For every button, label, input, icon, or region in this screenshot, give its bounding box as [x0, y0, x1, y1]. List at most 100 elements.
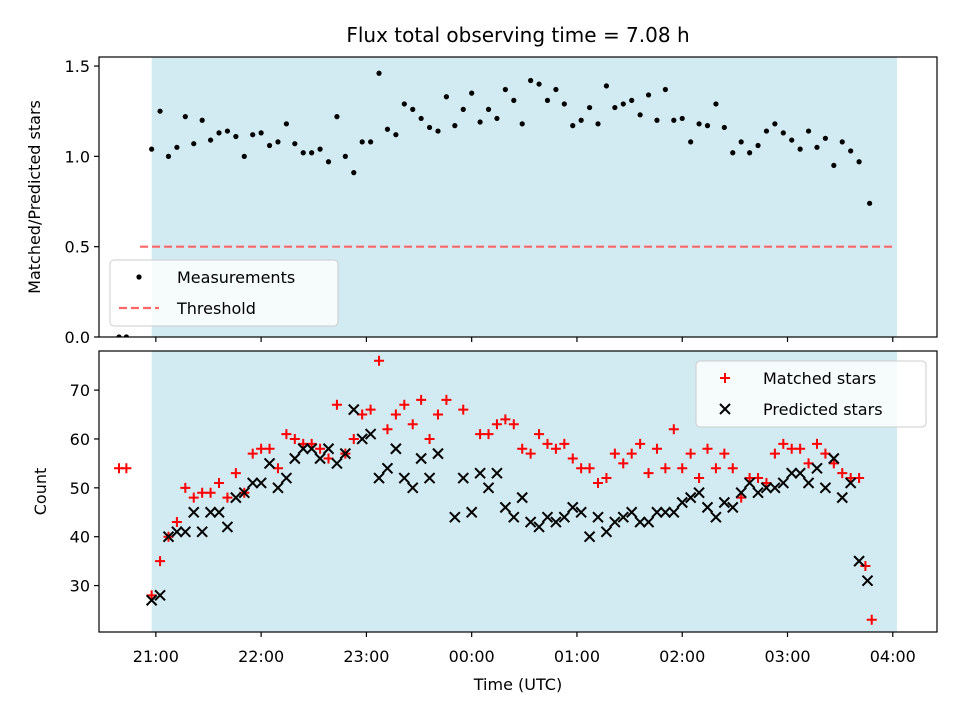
predicted-star-point — [752, 487, 764, 499]
matched-star-point — [256, 443, 267, 454]
predicted-star-point — [642, 516, 655, 528]
measurement-point — [207, 137, 214, 143]
matched-star-point — [702, 443, 713, 454]
measurement-point — [233, 133, 239, 140]
predicted-star-point — [693, 487, 705, 499]
matched-star-point — [635, 438, 646, 449]
legend-box — [695, 360, 927, 428]
measurement-point — [485, 106, 492, 112]
predicted-star-point — [213, 506, 225, 518]
measurement-point — [772, 121, 778, 127]
measurement-point — [839, 139, 845, 145]
predicted-star-point — [583, 530, 596, 543]
predicted-star-point — [432, 447, 444, 460]
matched-star-point — [399, 399, 410, 410]
measurement-point — [494, 115, 500, 122]
measurement-point — [460, 106, 466, 112]
predicted-star-point — [305, 443, 318, 455]
legend-label: Predicted stars — [763, 400, 883, 419]
predicted-star-point — [727, 501, 739, 514]
predicted-star-point — [786, 467, 798, 479]
matched-star-point — [222, 492, 233, 503]
measurement-point — [704, 123, 711, 129]
chart-title: Flux total observing time = 7.08 h — [346, 23, 689, 47]
predicted-star-point — [474, 467, 486, 479]
matched-star-point — [180, 482, 191, 493]
measurement-point — [116, 334, 122, 337]
measurement-point — [536, 81, 542, 87]
predicted-star-point — [272, 482, 284, 494]
measurement-point — [570, 123, 576, 129]
predicted-star-point — [651, 506, 663, 518]
predicted-star-point — [179, 526, 192, 538]
y-tick-label: 1.5 — [65, 57, 90, 76]
x-tick-label: 03:00 — [764, 647, 810, 666]
predicted-star-point — [533, 521, 545, 533]
predicted-star-point — [684, 491, 697, 504]
measurement-point — [502, 86, 508, 93]
x-axis-label: Time (UTC) — [473, 675, 562, 694]
matched-star-point — [593, 477, 604, 488]
measurement-point — [730, 150, 736, 156]
predicted-star-point — [263, 457, 276, 470]
measurement-point — [359, 139, 365, 145]
measurement-point — [477, 119, 483, 125]
measurement-point — [679, 115, 685, 122]
matched-star-point — [508, 419, 519, 430]
predicted-star-point — [162, 530, 175, 543]
predicted-star-point — [171, 526, 183, 538]
measurement-point — [789, 137, 795, 143]
matched-star-point — [719, 448, 730, 459]
matched-star-point — [432, 409, 443, 420]
predicted-star-point — [331, 457, 343, 470]
measurement-point — [671, 117, 677, 123]
predicted-star-point — [339, 447, 352, 460]
measurement-point — [662, 86, 668, 93]
matched-star-point — [559, 438, 570, 449]
matched-star-point — [609, 448, 620, 459]
measurement-point — [763, 128, 770, 134]
measurement-point — [149, 146, 155, 152]
predicted-star-point — [204, 506, 217, 518]
predicted-star-point — [457, 472, 469, 484]
y-tick-label: 40 — [70, 528, 90, 547]
legend-marker — [719, 403, 731, 415]
measurement-point — [747, 150, 753, 156]
matched-star-point — [786, 443, 797, 454]
measurement-point — [805, 128, 812, 134]
matched-star-point — [214, 477, 225, 488]
measurement-point — [469, 90, 475, 96]
measurement-point — [165, 153, 172, 159]
predicted-star-point — [777, 477, 790, 489]
measurement-point — [283, 121, 289, 127]
predicted-star-point — [348, 403, 360, 416]
matched-star-point — [441, 394, 452, 405]
matched-star-point — [845, 473, 856, 484]
measurement-point — [637, 112, 643, 118]
matched-star-point — [769, 448, 780, 459]
matched-star-point — [348, 433, 359, 444]
matched-star-point — [651, 443, 662, 454]
measurement-point — [654, 117, 660, 123]
predicted-star-point — [145, 594, 158, 606]
matched-star-point — [424, 433, 435, 444]
measurement-point — [645, 92, 652, 98]
matched-star-point — [643, 468, 654, 479]
measurement-point — [848, 148, 854, 154]
matched-star-point — [390, 409, 401, 420]
predicted-star-point — [491, 467, 503, 479]
y-tick-label: 60 — [70, 430, 90, 449]
matched-star-point — [289, 433, 300, 444]
measurement-point — [300, 150, 306, 156]
predicted-star-point — [760, 482, 773, 494]
measurement-point — [266, 142, 273, 149]
measurement-point — [688, 139, 694, 145]
measurement-point — [544, 97, 551, 103]
predicted-star-point — [634, 516, 646, 528]
predicted-star-point — [449, 511, 461, 523]
x-tick-label: 21:00 — [133, 647, 179, 666]
matched-star-point — [534, 429, 545, 440]
measurement-point — [157, 108, 163, 114]
measurement-point — [696, 121, 702, 127]
